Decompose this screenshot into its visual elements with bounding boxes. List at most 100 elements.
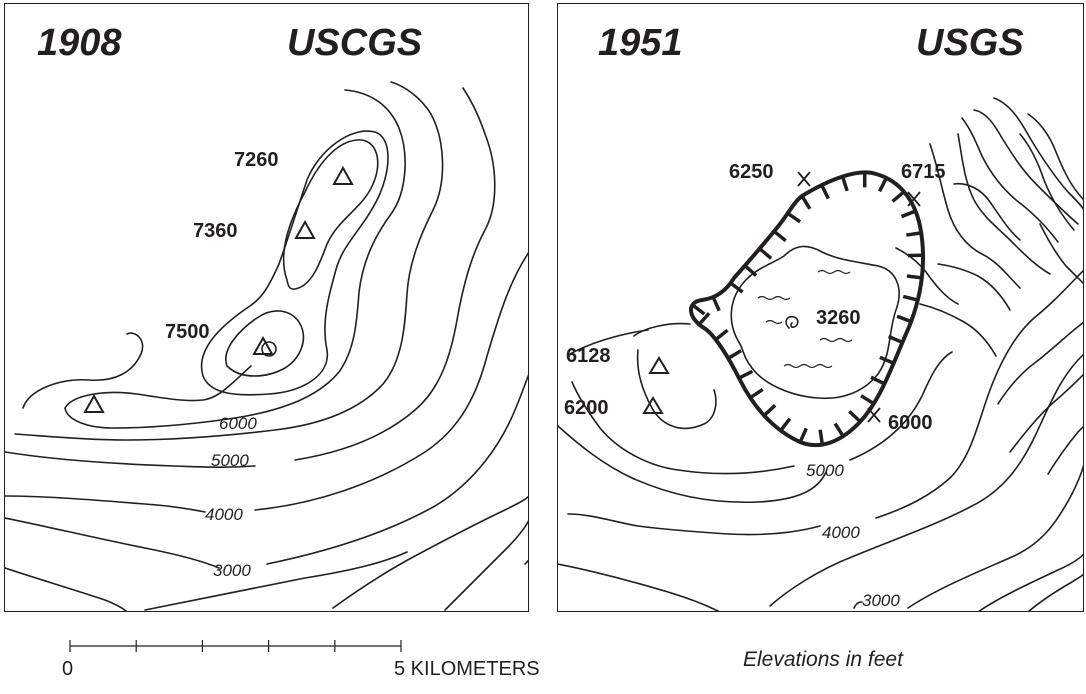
contour-line bbox=[929, 143, 1021, 289]
contour-label: 4000 bbox=[822, 523, 860, 542]
map-panel-1951: 1951 USGS bbox=[557, 3, 1084, 612]
elevation-label: 6715 bbox=[901, 161, 946, 183]
contour-line bbox=[907, 464, 1083, 609]
elevation-label: 6250 bbox=[729, 161, 774, 183]
contour-line bbox=[973, 109, 1079, 225]
triangle-peak-icon bbox=[648, 356, 670, 374]
contour-line bbox=[567, 513, 821, 536]
contour-line bbox=[997, 321, 1083, 405]
rim-hachure bbox=[798, 427, 808, 443]
elevation-label: 7360 bbox=[193, 220, 238, 242]
contour-line bbox=[254, 252, 528, 511]
rim-hachure bbox=[729, 281, 744, 294]
rim-hachure bbox=[743, 264, 758, 277]
panel-year: 1951 bbox=[598, 22, 683, 64]
contour-line bbox=[5, 495, 206, 513]
contour-line bbox=[64, 365, 252, 409]
rim-hachure bbox=[891, 190, 906, 203]
rim-hachure bbox=[902, 294, 919, 302]
elevation-label: 7260 bbox=[234, 149, 279, 171]
rim-hachure bbox=[762, 404, 777, 417]
rim-hachure bbox=[691, 303, 706, 316]
contour-line bbox=[558, 563, 720, 611]
contour-line bbox=[200, 130, 389, 396]
rim-hachure bbox=[860, 394, 875, 406]
triangle-peak-icon bbox=[642, 396, 664, 414]
elevation-label: 6200 bbox=[564, 397, 609, 419]
contour-label: 5000 bbox=[806, 461, 844, 480]
rim-hachure bbox=[786, 211, 802, 224]
contour-line bbox=[937, 263, 1011, 311]
elevation-label: 6128 bbox=[566, 345, 611, 367]
contour-line bbox=[1027, 113, 1083, 201]
rim-hachure bbox=[714, 328, 729, 341]
contour-line bbox=[22, 332, 144, 409]
contour-line bbox=[1027, 573, 1083, 611]
rim-hachure bbox=[906, 274, 923, 280]
contour-line bbox=[225, 310, 305, 377]
contour-line bbox=[1019, 133, 1075, 231]
topographic-map-1951: 6250 6715 6128 6200 6000 3260 5000 4000 … bbox=[558, 97, 1083, 611]
scale-ticks bbox=[69, 640, 402, 652]
topographic-map-1908: 7260 7360 7500 6000 5000 4000 3000 bbox=[5, 81, 528, 611]
rim-hachure bbox=[906, 231, 922, 237]
contour-line bbox=[895, 247, 959, 305]
contour-line bbox=[919, 303, 997, 357]
map-panel-1908: 1908 USCGS 7260 7360 7500 6000 5000 bbox=[4, 3, 529, 612]
rim-hachure bbox=[697, 312, 711, 326]
contour-label: 4000 bbox=[205, 505, 243, 524]
x-marker-icon bbox=[867, 407, 881, 423]
rim-hachure bbox=[779, 417, 792, 432]
scale-end-label: 5 KILOMETERS bbox=[394, 658, 540, 680]
contour-line bbox=[282, 139, 379, 290]
contour-line bbox=[961, 117, 1059, 243]
rim-hachure bbox=[820, 184, 830, 200]
contour-line bbox=[5, 451, 256, 468]
contour-line bbox=[266, 374, 528, 565]
triangle-peak-icon bbox=[294, 219, 316, 239]
rim-hachure bbox=[878, 177, 888, 193]
contour-line bbox=[993, 97, 1083, 210]
rim-hachure bbox=[887, 334, 904, 344]
triangle-peak-icon bbox=[83, 393, 105, 413]
contour-line bbox=[1009, 373, 1083, 453]
contour-line bbox=[64, 89, 406, 429]
elevation-label: 3260 bbox=[816, 307, 861, 329]
contour-line bbox=[769, 353, 1083, 607]
panel-agency: USCGS bbox=[287, 22, 423, 64]
x-marker-icon bbox=[797, 171, 811, 187]
rim-hachure bbox=[879, 355, 895, 365]
contour-label: 3000 bbox=[862, 591, 900, 610]
contour-line bbox=[730, 245, 900, 400]
rim-hachure bbox=[772, 229, 787, 243]
contour-line bbox=[633, 322, 691, 337]
contour-line bbox=[571, 381, 795, 475]
rim-hachure bbox=[758, 247, 773, 260]
water-icon bbox=[757, 269, 853, 369]
scale-start-label: 0 bbox=[62, 658, 74, 680]
rim-hachure bbox=[800, 195, 812, 210]
contour-line bbox=[5, 517, 220, 569]
panel-year: 1908 bbox=[37, 22, 122, 64]
caldera-rim bbox=[689, 170, 925, 448]
contour-line bbox=[524, 559, 528, 565]
x-marker-icon bbox=[907, 191, 921, 207]
panel-agency: USGS bbox=[916, 22, 1024, 64]
contour-line bbox=[853, 601, 863, 609]
rim-hachure bbox=[900, 209, 917, 219]
contour-line bbox=[849, 351, 953, 461]
contour-line bbox=[875, 269, 1083, 519]
contour-line bbox=[294, 87, 496, 461]
contour-line bbox=[1047, 425, 1083, 475]
contour-line bbox=[636, 349, 717, 430]
contour-line bbox=[144, 551, 408, 611]
rim-hachure bbox=[833, 422, 845, 438]
summit-circle-icon bbox=[261, 341, 277, 357]
rim-hachure bbox=[727, 349, 743, 360]
rim-hachure bbox=[896, 314, 912, 324]
contour-line bbox=[957, 133, 1051, 275]
contour-label: 5000 bbox=[211, 451, 249, 470]
rim-hachure bbox=[711, 296, 721, 312]
contour-line bbox=[14, 81, 444, 441]
elevation-label: 6000 bbox=[888, 412, 933, 434]
